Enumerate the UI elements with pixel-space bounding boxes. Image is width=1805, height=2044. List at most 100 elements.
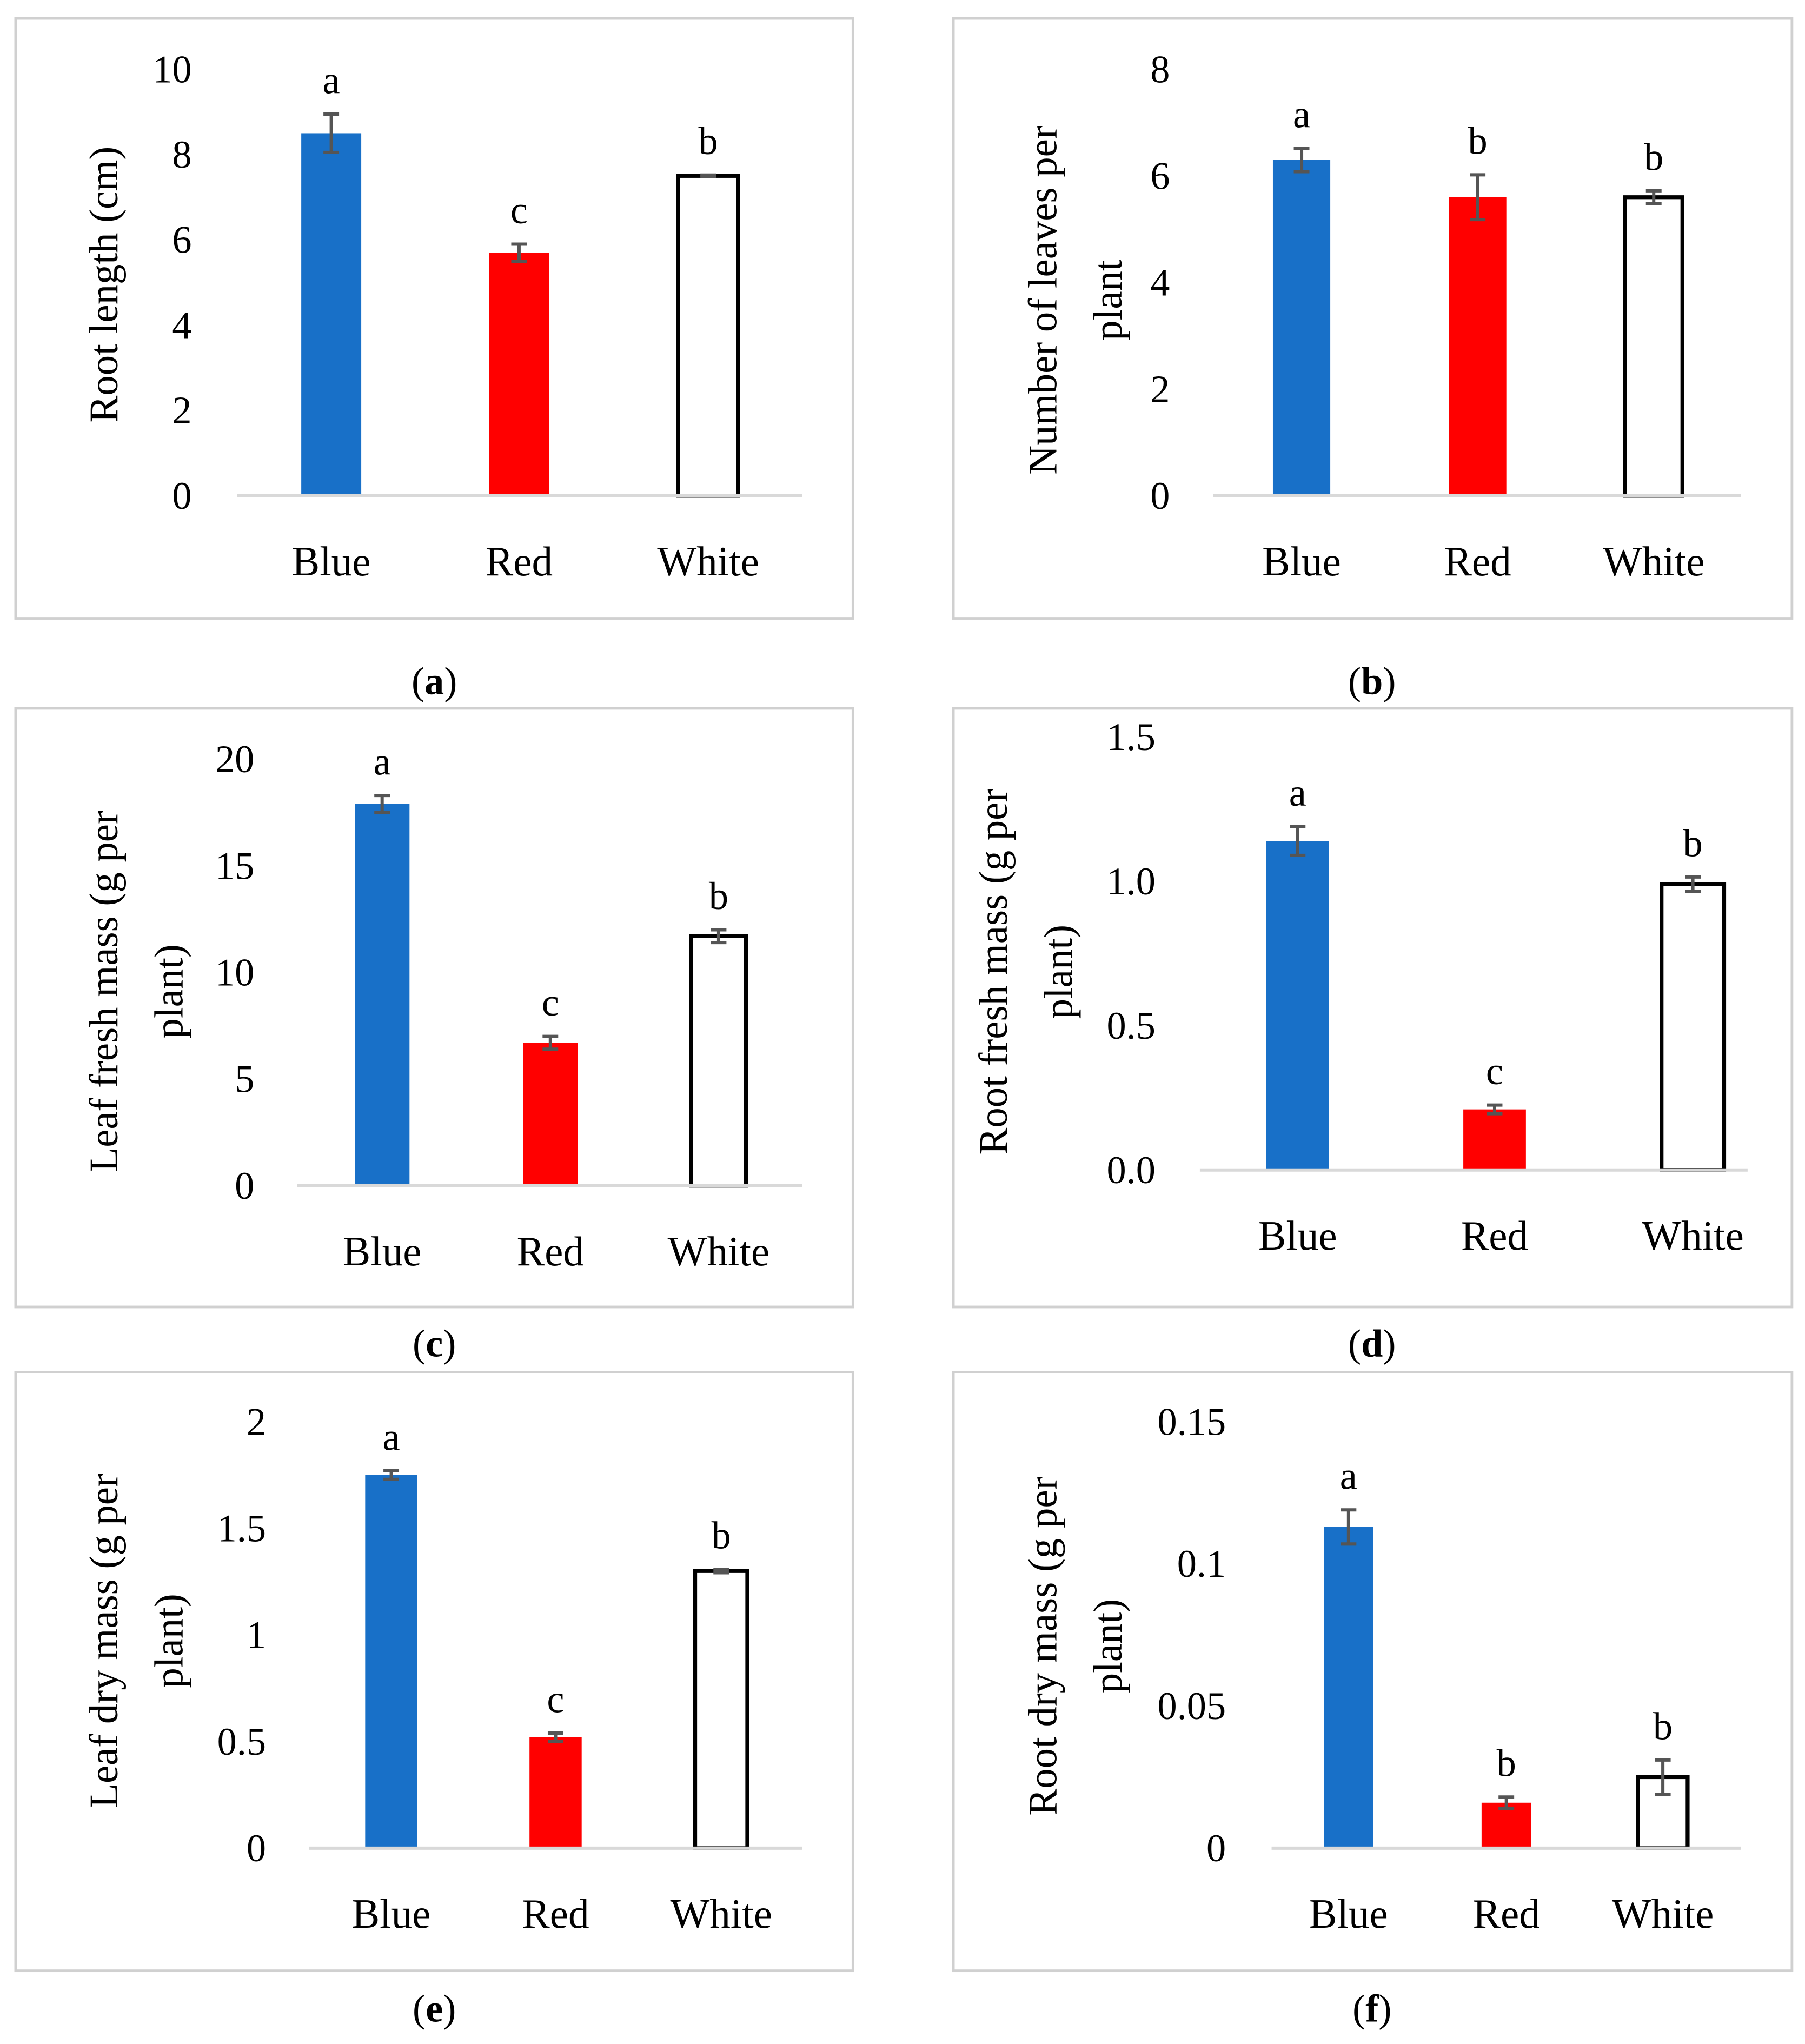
x-tick-label: Red (1473, 1890, 1540, 1937)
y-tick-label: 6 (1150, 154, 1170, 197)
panel-caption-letter: a (424, 659, 444, 702)
significance-letter: b (1497, 1742, 1516, 1785)
y-tick-label: 0.0 (1106, 1149, 1155, 1192)
y-tick-label: 5 (235, 1058, 254, 1101)
significance-letter: b (1653, 1704, 1673, 1748)
panel-caption: (b) (1348, 659, 1396, 702)
y-tick-label: 8 (172, 133, 191, 176)
y-axis-label: Root fresh mass (g per (971, 789, 1016, 1155)
significance-letter: a (382, 1415, 400, 1458)
y-tick-label: 2 (247, 1400, 266, 1443)
significance-letter: a (1293, 92, 1310, 136)
chart-panel-e: 0 0.5 1 1.5 2 Leaf dry mass (g per plant) a Blue… (14, 1371, 854, 1973)
panel-caption-paren: ( (1348, 659, 1361, 702)
y-tick-label: 15 (215, 844, 254, 887)
panel-caption: (c) (413, 1322, 456, 1365)
y-axis-label: plant (1086, 260, 1131, 341)
panel-caption-paren: ( (1348, 1322, 1361, 1365)
y-tick-label: 0 (1206, 1827, 1226, 1870)
x-tick-label: Blue (292, 538, 371, 585)
panel-caption: (a) (412, 659, 457, 702)
panel-caption: (f) (1352, 1987, 1391, 2030)
y-tick-label: 4 (1150, 261, 1170, 304)
x-tick-label: Red (1444, 538, 1511, 585)
significance-letter: b (1683, 821, 1702, 865)
panel-caption: (e) (413, 1987, 456, 2030)
chart-panel-d: 0.0 0.5 1.0 1.5 Root fresh mass (g per plant)… (952, 707, 1794, 1309)
significance-letter: a (374, 740, 391, 783)
significance-letter: b (1644, 135, 1663, 178)
bar-blue (1272, 160, 1331, 496)
significance-letter: b (1468, 120, 1488, 163)
x-tick-label: White (1642, 1212, 1744, 1259)
y-tick-label: 0.1 (1177, 1542, 1226, 1585)
x-tick-label: Red (486, 538, 553, 585)
significance-letter: a (1340, 1455, 1357, 1498)
significance-letter: b (709, 874, 728, 918)
bar-blue (1324, 1527, 1373, 1848)
y-axis-label: plant) (147, 944, 192, 1038)
bar-red (1463, 1109, 1526, 1170)
y-tick-label: 0.05 (1158, 1684, 1226, 1728)
x-tick-label: Red (522, 1890, 589, 1937)
panel-caption-letter: d (1361, 1322, 1383, 1365)
y-axis-label: Root dry mass (g per (1021, 1476, 1066, 1815)
bar-red (1449, 197, 1507, 496)
y-tick-label: 0.5 (1106, 1004, 1155, 1047)
bar-white (676, 174, 740, 498)
chart-frame (952, 707, 1794, 1309)
x-tick-label: Blue (343, 1228, 422, 1275)
panel-caption-paren: ( (413, 1322, 426, 1365)
x-tick-label: Blue (1309, 1890, 1388, 1937)
x-tick-label: Red (1461, 1212, 1528, 1259)
y-tick-label: 10 (152, 48, 191, 91)
bar-white (1660, 882, 1727, 1172)
significance-letter: c (510, 189, 528, 232)
y-tick-label: 0 (172, 474, 191, 517)
chart-panel-f: 0 0.05 0.1 0.15 Root dry mass (g per plant) a B… (952, 1371, 1794, 1973)
x-tick-label: White (1603, 538, 1705, 585)
panel-caption-paren: ( (412, 659, 424, 702)
y-tick-label: 8 (1150, 48, 1170, 91)
y-tick-label: 10 (215, 951, 254, 994)
x-tick-label: Blue (352, 1890, 431, 1937)
bar-red (523, 1043, 578, 1186)
y-axis-label: Root length (cm) (82, 147, 127, 423)
y-tick-label: 2 (172, 389, 191, 432)
chart-panel-a: 0 2 4 6 8 10 Root length (cm) a Blue c Red b White (14, 17, 854, 620)
panel-caption-letter: c (426, 1322, 443, 1365)
x-tick-label: White (670, 1890, 772, 1937)
bar-red (489, 253, 549, 496)
panel-caption-paren: ) (1383, 659, 1396, 702)
panel-caption-paren: ) (443, 1987, 456, 2030)
panel-caption: (d) (1348, 1322, 1396, 1365)
panel-caption-paren: ( (413, 1987, 426, 2030)
chart-panel-b: 0 2 4 6 8 Number of leaves per plant a Blue b Red b… (952, 17, 1794, 620)
y-axis-label: plant) (147, 1594, 192, 1688)
x-tick-label: White (657, 538, 759, 585)
bar-blue (365, 1475, 417, 1848)
x-tick-label: Blue (1262, 538, 1341, 585)
panel-caption-letter: e (426, 1987, 443, 2030)
bar-red (1481, 1802, 1531, 1848)
significance-letter: a (323, 58, 340, 102)
panel-caption-paren: ) (1383, 1322, 1396, 1365)
y-tick-label: 4 (172, 303, 191, 347)
significance-letter: c (547, 1677, 564, 1721)
panel-caption-letter: b (1361, 659, 1383, 702)
x-tick-label: White (668, 1228, 770, 1275)
y-tick-label: 1 (247, 1614, 266, 1657)
significance-letter: c (1486, 1050, 1503, 1093)
bar-blue (1266, 841, 1329, 1170)
y-tick-label: 0 (247, 1827, 266, 1870)
y-tick-label: 0 (1150, 474, 1170, 517)
significance-letter: a (1289, 771, 1306, 814)
panel-caption-letter: f (1365, 1987, 1379, 2030)
panel-caption-paren: ) (444, 659, 457, 702)
significance-letter: b (712, 1514, 731, 1557)
bar-white (1623, 195, 1684, 498)
chart-panel-c: 0 5 10 15 20 Leaf fresh mass (g per plant) a Blu… (14, 707, 854, 1309)
significance-letter: c (542, 981, 559, 1024)
bar-white (693, 1569, 749, 1850)
